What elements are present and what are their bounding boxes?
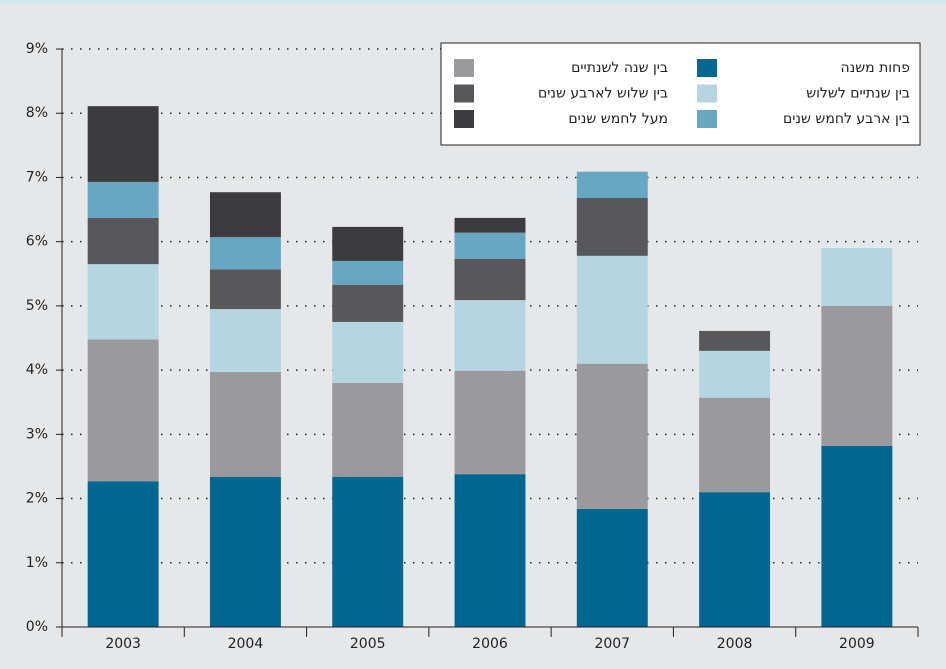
legend-label: בין ארבע לחמש שנים [783, 111, 910, 127]
bar-segment [209, 192, 281, 238]
bar-segment [821, 445, 893, 627]
bar-segment [699, 492, 771, 627]
legend-swatch [697, 110, 717, 128]
x-tick-label: 2008 [717, 636, 753, 652]
bar-segment [454, 300, 526, 371]
y-tick-label: 0% [26, 619, 48, 635]
bar-segment [209, 372, 281, 477]
bar-segment [454, 370, 526, 475]
legend-swatch [454, 110, 474, 128]
legend-label: בין שלוש לארבע שנים [538, 86, 668, 102]
bar-segment [209, 476, 281, 627]
legend-swatch [454, 59, 474, 77]
bar-segment [454, 474, 526, 627]
y-tick-label: 9% [26, 41, 48, 57]
bar-segment [576, 171, 648, 198]
y-tick-label: 5% [26, 298, 48, 314]
bar-segment [576, 508, 648, 627]
y-tick-label: 7% [26, 169, 48, 185]
y-tick-label: 4% [26, 362, 48, 378]
x-tick-label: 2004 [228, 636, 264, 652]
x-tick-label: 2007 [594, 636, 630, 652]
legend-box [440, 42, 921, 146]
legend-swatch [697, 59, 717, 77]
bar-segment [454, 232, 526, 260]
x-tick-label: 2005 [350, 636, 386, 652]
bar-segment [576, 197, 648, 256]
bar-segment [699, 330, 771, 351]
bar-segment [332, 284, 404, 322]
y-tick-label: 6% [26, 234, 48, 250]
bar-segment [332, 321, 404, 383]
legend-label: בין שנה לשנתיים [571, 60, 668, 76]
bar-segment [821, 305, 893, 446]
x-tick-label: 2009 [839, 636, 875, 652]
bar-segment [87, 264, 159, 340]
bar-segment [332, 382, 404, 477]
legend-label: בין שנתיים לשלוש [806, 86, 910, 102]
legend-label: מעל לחמש שנים [568, 111, 668, 127]
bar-segment [454, 259, 526, 301]
bar-segment [332, 226, 404, 261]
bar-segment [209, 269, 281, 310]
bar-segment [87, 339, 159, 482]
bar-segment [209, 309, 281, 373]
legend-label: פחות משנה [840, 60, 910, 76]
bar-segment [821, 248, 893, 306]
bar-segment [332, 260, 404, 285]
bar-segment [87, 106, 159, 182]
bar-segment [699, 350, 771, 398]
bar-segment [87, 181, 159, 218]
bar-segment [454, 217, 526, 233]
bar-segment [576, 363, 648, 509]
y-tick-label: 8% [26, 105, 48, 121]
x-tick-label: 2003 [105, 636, 141, 652]
bar-segment [699, 397, 771, 493]
y-tick-label: 1% [26, 555, 48, 571]
y-tick-label: 3% [26, 426, 48, 442]
bar-segment [332, 476, 404, 627]
bar-segment [87, 481, 159, 627]
bar-segment [87, 217, 159, 265]
x-tick-label: 2006 [472, 636, 508, 652]
top-border [0, 0, 946, 4]
legend-swatch [697, 84, 717, 103]
bar-segment [576, 255, 648, 364]
bar-segment [209, 237, 281, 270]
legend-swatch [454, 84, 474, 103]
y-tick-label: 2% [26, 491, 48, 507]
